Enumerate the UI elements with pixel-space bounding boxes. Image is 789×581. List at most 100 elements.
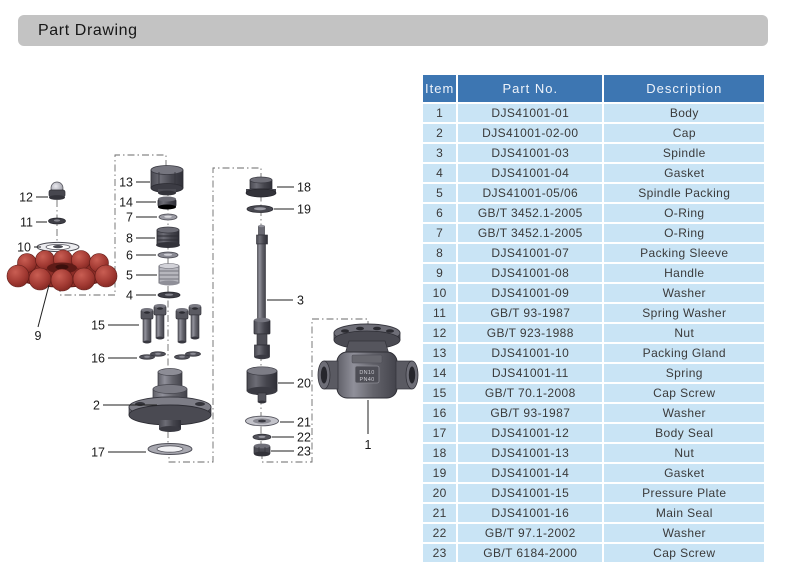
table-row: 5 DJS41001-05/06 Spindle Packing xyxy=(423,184,765,202)
table-row: 10 DJS41001-09 Washer xyxy=(423,284,765,302)
callout-labels: 1 2 3 4 5 6 7 8 9 10 11 12 13 14 15 16 1… xyxy=(17,176,371,460)
callout-12-label: 12 xyxy=(19,191,33,205)
callout-22-label: 22 xyxy=(297,431,311,445)
callout-9-label: 9 xyxy=(35,329,42,343)
part-no-cell: DJS41001-11 xyxy=(458,364,603,382)
table-row: 16 GB/T 93-1987 Washer xyxy=(423,404,765,422)
parts-table-header: Item Part No. Description xyxy=(423,75,765,102)
item-cell: 16 xyxy=(423,404,457,422)
callout-21-label: 21 xyxy=(297,416,311,430)
part-no-cell: GB/T 923-1988 xyxy=(458,324,603,342)
description-cell: Main Seal xyxy=(604,504,765,522)
column-header-part-no: Part No. xyxy=(458,75,603,102)
item-cell: 5 xyxy=(423,184,457,202)
table-row: 12 GB/T 923-1988 Nut xyxy=(423,324,765,342)
table-row: 20 DJS41001-15 Pressure Plate xyxy=(423,484,765,502)
table-row: 6 GB/T 3452.1-2005 O-Ring xyxy=(423,204,765,222)
table-row: 3 DJS41001-03 Spindle xyxy=(423,144,765,162)
description-cell: Washer xyxy=(604,404,765,422)
description-cell: Washer xyxy=(604,284,765,302)
description-cell: Gasket xyxy=(604,464,765,482)
part-valve-body-1: DN10 PN40 xyxy=(317,323,419,399)
part-washer-22 xyxy=(252,433,272,441)
part-no-cell: DJS41001-04 xyxy=(458,164,603,182)
part-o-ring-6 xyxy=(157,251,179,259)
callout-3-label: 3 xyxy=(297,294,304,308)
part-washer-10 xyxy=(36,241,80,253)
part-no-cell: GB/T 93-1987 xyxy=(458,404,603,422)
part-no-cell: GB/T 70.1-2008 xyxy=(458,384,603,402)
part-spring-14 xyxy=(157,196,177,210)
table-row: 17 DJS41001-12 Body Seal xyxy=(423,424,765,442)
table-row: 21 DJS41001-16 Main Seal xyxy=(423,504,765,522)
callout-10-label: 10 xyxy=(17,241,31,255)
table-row: 22 GB/T 97.1-2002 Washer xyxy=(423,524,765,542)
part-no-cell: GB/T 93-1987 xyxy=(458,304,603,322)
item-cell: 19 xyxy=(423,464,457,482)
item-cell: 20 xyxy=(423,484,457,502)
description-cell: Packing Sleeve xyxy=(604,244,765,262)
part-cap-2 xyxy=(128,368,212,432)
valve-plate-line1: DN10 xyxy=(359,370,374,376)
callout-2-label: 2 xyxy=(93,399,100,413)
part-no-cell: DJS41001-02-00 xyxy=(458,124,603,142)
item-cell: 11 xyxy=(423,304,457,322)
item-cell: 22 xyxy=(423,524,457,542)
assembly-axis-lines xyxy=(56,154,369,463)
description-cell: O-Ring xyxy=(604,204,765,222)
item-cell: 9 xyxy=(423,264,457,282)
valve-nameplate xyxy=(354,365,380,384)
description-cell: Spindle xyxy=(604,144,765,162)
part-no-cell: DJS41001-15 xyxy=(458,484,603,502)
table-row: 11 GB/T 93-1987 Spring Washer xyxy=(423,304,765,322)
callout-6-label: 6 xyxy=(126,249,133,263)
callout-8-label: 8 xyxy=(126,232,133,246)
table-row: 23 GB/T 6184-2000 Cap Screw xyxy=(423,544,765,562)
callout-14-label: 14 xyxy=(119,196,133,210)
part-spring-washer-11 xyxy=(48,217,66,225)
table-row: 7 GB/T 3452.1-2005 O-Ring xyxy=(423,224,765,242)
callout-16-label: 16 xyxy=(91,352,105,366)
table-row: 2 DJS41001-02-00 Cap xyxy=(423,124,765,142)
description-cell: O-Ring xyxy=(604,224,765,242)
callout-20-label: 20 xyxy=(297,377,311,391)
callout-17-label: 17 xyxy=(91,446,105,460)
item-cell: 1 xyxy=(423,104,457,122)
part-no-cell: GB/T 3452.1-2005 xyxy=(458,224,603,242)
part-packing-sleeve-8 xyxy=(156,226,180,248)
part-washers-16 xyxy=(139,351,201,360)
part-no-cell: DJS41001-13 xyxy=(458,444,603,462)
description-cell: Spindle Packing xyxy=(604,184,765,202)
part-spindle-3 xyxy=(253,224,271,360)
part-no-cell: DJS41001-05/06 xyxy=(458,184,603,202)
part-no-cell: DJS41001-08 xyxy=(458,264,603,282)
callout-5-label: 5 xyxy=(126,269,133,283)
item-cell: 15 xyxy=(423,384,457,402)
callout-4-label: 4 xyxy=(126,289,133,303)
item-cell: 7 xyxy=(423,224,457,242)
description-cell: Body xyxy=(604,104,765,122)
item-cell: 2 xyxy=(423,124,457,142)
valve-plate-line2: PN40 xyxy=(360,377,375,383)
part-pressure-plate-20 xyxy=(246,366,278,404)
item-cell: 8 xyxy=(423,244,457,262)
parts-table: Item Part No. Description 1 DJS41001-01 Body… xyxy=(421,73,767,564)
callout-11-label: 11 xyxy=(20,216,33,230)
part-no-cell: GB/T 3452.1-2005 xyxy=(458,204,603,222)
callout-15-label: 15 xyxy=(91,319,105,333)
part-no-cell: DJS41001-03 xyxy=(458,144,603,162)
part-no-cell: DJS41001-14 xyxy=(458,464,603,482)
part-no-cell: GB/T 97.1-2002 xyxy=(458,524,603,542)
description-cell: Packing Gland xyxy=(604,344,765,362)
description-cell: Spring Washer xyxy=(604,304,765,322)
column-header-description: Description xyxy=(604,75,765,102)
part-nut-18 xyxy=(245,176,277,198)
description-cell: Cap Screw xyxy=(604,384,765,402)
table-row: 15 GB/T 70.1-2008 Cap Screw xyxy=(423,384,765,402)
callout-1-label: 1 xyxy=(365,438,372,452)
part-no-cell: GB/T 6184-2000 xyxy=(458,544,603,562)
item-cell: 17 xyxy=(423,424,457,442)
part-no-cell: DJS41001-10 xyxy=(458,344,603,362)
part-no-cell: DJS41001-01 xyxy=(458,104,603,122)
description-cell: Cap xyxy=(604,124,765,142)
